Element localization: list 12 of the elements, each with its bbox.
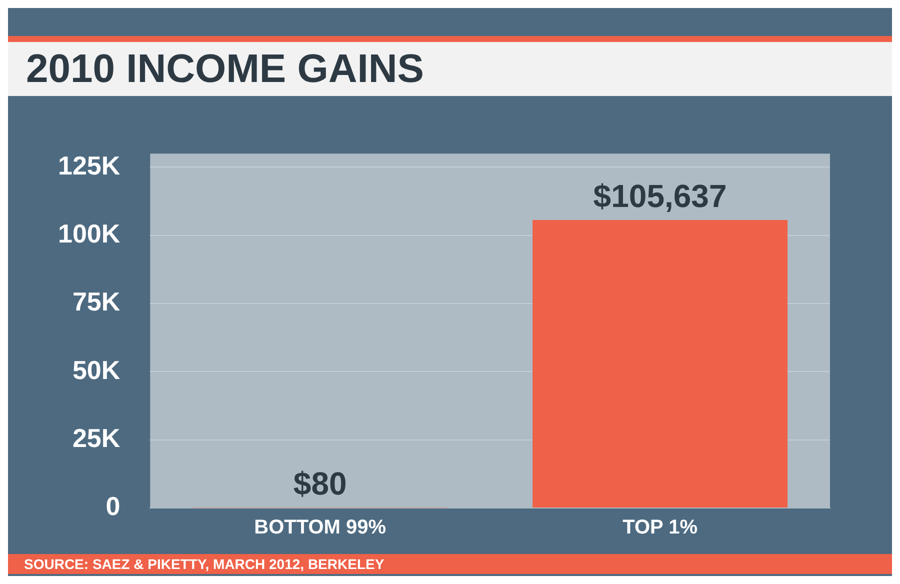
x-tick-label: BOTTOM 99% bbox=[254, 516, 386, 539]
data-label: $80 bbox=[293, 466, 347, 502]
x-tick-label: TOP 1% bbox=[622, 516, 698, 539]
y-tick-label: 125K bbox=[58, 150, 120, 180]
y-tick-label: 25K bbox=[72, 423, 120, 454]
y-tick-label: 0 bbox=[106, 491, 120, 522]
y-tick-label: 100K bbox=[58, 218, 120, 249]
y-tick-label: 50K bbox=[72, 354, 120, 385]
chart-title: 2010 INCOME GAINS bbox=[26, 46, 425, 93]
data-label: $105,637 bbox=[593, 178, 727, 214]
source-note: SOURCE: SAEZ & PIKETTY, MARCH 2012, BERKELEY bbox=[24, 556, 384, 572]
y-tick-label: 75K bbox=[72, 286, 120, 317]
